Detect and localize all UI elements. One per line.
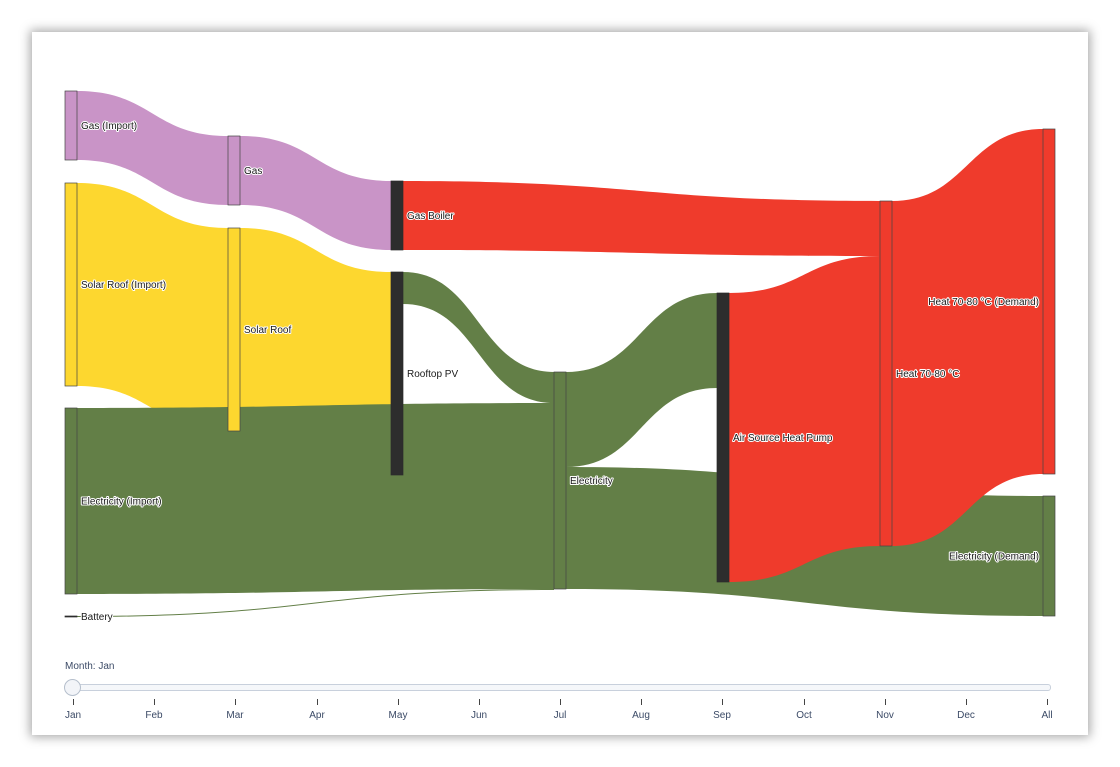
slider-tick-jul[interactable]: Jul [553, 710, 567, 721]
sankey-node-battery[interactable] [64, 615, 78, 618]
sankey-node-gas_boiler[interactable] [390, 180, 404, 251]
sankey-node-label-rooftop_pv: Rooftop PV [407, 369, 458, 380]
slider-handle[interactable] [64, 679, 81, 696]
slider-tick-jan[interactable]: Jan [64, 710, 82, 721]
slider-tick-dec[interactable]: Dec [957, 710, 975, 721]
sankey-link-elec_import-to-electricity[interactable] [77, 403, 554, 594]
sankey-link-heat-to-heat_demand[interactable] [892, 129, 1043, 546]
sankey-node-gas_import[interactable] [64, 90, 78, 161]
sankey-node-gas[interactable] [227, 135, 241, 206]
sankey-link-gas_import-to-gas[interactable] [77, 91, 228, 205]
slider-tick-sep[interactable]: Sep [713, 710, 731, 721]
sankey-node-label-heat: Heat 70-80 °C [896, 369, 959, 380]
slider-rail[interactable] [65, 684, 1051, 691]
sankey-node-solar_roof[interactable] [227, 227, 241, 432]
slider-tick-oct[interactable]: Oct [796, 710, 812, 721]
sankey-node-label-gas: Gas [244, 166, 262, 177]
sankey-node-label-elec_demand: Electricity (Demand) [949, 552, 1039, 563]
sankey-link-battery-to-electricity[interactable] [77, 589, 554, 617]
sankey-node-heat_demand[interactable] [1042, 128, 1056, 475]
sankey-node-electricity[interactable] [553, 371, 567, 590]
slider-tick-all[interactable]: All [1041, 710, 1053, 721]
slider-tick-nov[interactable]: Nov [876, 710, 894, 721]
sankey-link-electricity-to-ashp[interactable] [566, 293, 717, 467]
sankey-link-solar_import-to-solar_roof[interactable] [77, 183, 228, 431]
sankey-node-label-electricity: Electricity [570, 476, 613, 487]
slider-tick-apr[interactable]: Apr [309, 710, 325, 721]
sankey-node-rooftop_pv[interactable] [390, 271, 404, 476]
slider-tick-jun[interactable]: Jun [470, 710, 488, 721]
sankey-node-label-gas_boiler: Gas Boiler [407, 211, 454, 222]
sankey-link-ashp-to-heat[interactable] [729, 256, 880, 582]
sankey-node-label-gas_import: Gas (Import) [81, 121, 137, 132]
sankey-link-gas-to-gas_boiler[interactable] [240, 136, 391, 250]
sankey-node-solar_import[interactable] [64, 182, 78, 387]
sankey-node-label-ashp: Air Source Heat Pump [733, 433, 833, 444]
sankey-node-ashp[interactable] [716, 292, 730, 583]
sankey-node-elec_import[interactable] [64, 407, 78, 595]
sankey-link-gas_boiler-to-heat[interactable] [403, 181, 880, 256]
slider-tick-aug[interactable]: Aug [632, 710, 650, 721]
sankey-node-label-battery: Battery [81, 612, 113, 623]
sankey-node-elec_demand[interactable] [1042, 495, 1056, 617]
slider-tick-feb[interactable]: Feb [145, 710, 163, 721]
slider-tick-mar[interactable]: Mar [226, 710, 244, 721]
sankey-nodes [64, 90, 1056, 618]
sankey-node-label-solar_roof: Solar Roof [244, 325, 291, 336]
sankey-link-rooftop_pv-to-electricity[interactable] [403, 272, 554, 403]
sankey-node-label-heat_demand: Heat 70-80 °C (Demand) [928, 297, 1039, 308]
slider-tick-may[interactable]: May [388, 710, 408, 721]
sankey-node-heat[interactable] [879, 200, 893, 547]
sankey-node-label-solar_import: Solar Roof (Import) [81, 280, 166, 291]
sankey-links [77, 91, 1043, 617]
sankey-node-label-elec_import: Electricity (Import) [81, 497, 162, 508]
sankey-node-labels: Gas (Import) Solar Roof (Import) Electrici… [80, 120, 1040, 624]
